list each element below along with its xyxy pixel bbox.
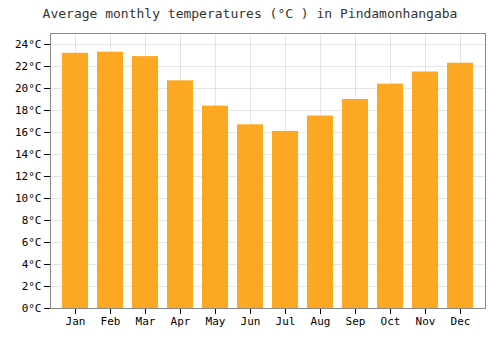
svg-text:Feb: Feb — [101, 315, 121, 328]
svg-text:24°C: 24°C — [15, 38, 42, 51]
svg-text:0°C: 0°C — [22, 302, 42, 315]
svg-text:6°C: 6°C — [22, 236, 42, 249]
svg-text:8°C: 8°C — [22, 214, 42, 227]
svg-text:4°C: 4°C — [22, 258, 42, 271]
svg-text:Mar: Mar — [136, 315, 156, 328]
svg-text:20°C: 20°C — [15, 82, 42, 95]
svg-text:Sep: Sep — [346, 315, 366, 328]
svg-text:2°C: 2°C — [22, 280, 42, 293]
svg-text:18°C: 18°C — [15, 104, 42, 117]
svg-text:10°C: 10°C — [15, 192, 42, 205]
svg-text:May: May — [206, 315, 226, 328]
svg-text:Jun: Jun — [241, 315, 261, 328]
svg-text:14°C: 14°C — [15, 148, 42, 161]
svg-text:Aug: Aug — [311, 315, 331, 328]
svg-text:22°C: 22°C — [15, 60, 42, 73]
svg-text:Nov: Nov — [416, 315, 436, 328]
svg-text:Jan: Jan — [66, 315, 86, 328]
svg-text:Dec: Dec — [451, 315, 471, 328]
svg-text:Apr: Apr — [171, 315, 191, 328]
svg-text:12°C: 12°C — [15, 170, 42, 183]
svg-text:Jul: Jul — [276, 315, 296, 328]
svg-text:Oct: Oct — [381, 315, 401, 328]
svg-text:16°C: 16°C — [15, 126, 42, 139]
html-text:Average monthly temperatures (: Average monthly temperatures (°C ) in Pi… — [42, 6, 458, 21]
